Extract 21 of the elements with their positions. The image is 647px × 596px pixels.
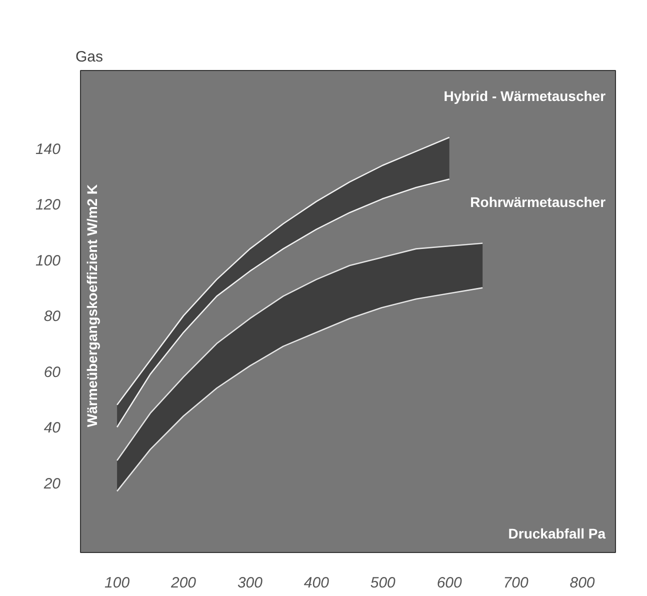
text: Rohrwärmetauscher xyxy=(470,194,606,210)
y-axis-title: Wärmeübergangskoeffizient W/m2 K xyxy=(84,184,100,428)
x-tick-label: 400 xyxy=(304,574,330,592)
x-tick-label: 300 xyxy=(237,574,264,592)
x-axis-title: Druckabfall Pa xyxy=(508,525,606,542)
y-tick-label: 80 xyxy=(44,308,62,326)
y-tick-label: 100 xyxy=(35,252,62,270)
x-tick-label: 700 xyxy=(503,574,529,592)
x-tick-label: 800 xyxy=(570,574,596,592)
y-tick-label: 20 xyxy=(42,475,62,492)
x-tick-label: 600 xyxy=(436,574,463,592)
x-tick-label: 100 xyxy=(104,574,130,592)
text: Hybrid - Wärmetauscher xyxy=(444,88,606,104)
y-tick-label: 60 xyxy=(44,364,62,381)
x-tick-label: 200 xyxy=(170,574,197,592)
y-tick-label: 140 xyxy=(35,141,62,158)
y-tick-label: 40 xyxy=(44,420,62,437)
x-tick-label: 500 xyxy=(370,574,396,592)
line-series xyxy=(116,287,484,492)
y-tick-label: 120 xyxy=(35,196,62,214)
chart-title: Gas xyxy=(76,48,104,66)
